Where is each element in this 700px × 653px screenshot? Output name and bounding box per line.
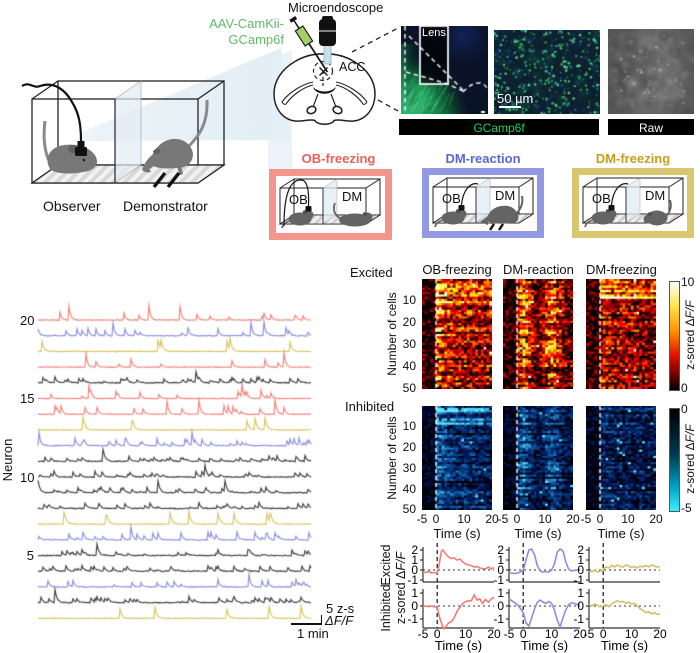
svg-text:0: 0	[577, 599, 584, 613]
svg-text:1: 1	[577, 586, 584, 600]
svg-text:0: 0	[577, 563, 584, 577]
svg-text:Time (s): Time (s)	[521, 638, 568, 653]
svg-text:Time (s): Time (s)	[435, 638, 482, 653]
svg-text:-5: -5	[504, 627, 515, 641]
svg-text:ACC: ACC	[339, 60, 365, 74]
svg-text:DM: DM	[342, 189, 362, 204]
svg-text:1: 1	[577, 553, 584, 567]
svg-text:2: 2	[577, 543, 584, 557]
svg-text:2: 2	[497, 543, 504, 557]
svg-text:Time (s): Time (s)	[601, 638, 648, 653]
svg-text:10: 10	[545, 627, 559, 641]
svg-text:-5: -5	[584, 627, 595, 641]
svg-text:-1: -1	[493, 612, 504, 626]
svg-text:-1: -1	[407, 573, 418, 587]
svg-text:2: 2	[411, 543, 418, 557]
svg-text:-1: -1	[407, 612, 418, 626]
svg-text:-1: -1	[573, 573, 584, 587]
svg-text:20: 20	[573, 627, 587, 641]
svg-text:10: 10	[459, 627, 473, 641]
svg-text:10: 10	[625, 627, 639, 641]
svg-text:0: 0	[497, 599, 504, 613]
svg-text:DM: DM	[495, 188, 515, 203]
svg-text:-1: -1	[573, 612, 584, 626]
svg-text:OB: OB	[442, 191, 461, 206]
svg-text:0: 0	[520, 627, 527, 641]
svg-text:OB: OB	[289, 192, 308, 207]
svg-text:20: 20	[653, 627, 667, 641]
svg-text:1: 1	[411, 553, 418, 567]
svg-text:OB: OB	[592, 191, 611, 206]
svg-text:0: 0	[434, 627, 441, 641]
svg-text:1: 1	[497, 553, 504, 567]
svg-text:0: 0	[411, 599, 418, 613]
svg-text:0: 0	[497, 563, 504, 577]
svg-text:DM: DM	[645, 188, 665, 203]
svg-text:1: 1	[411, 586, 418, 600]
svg-text:20: 20	[487, 627, 501, 641]
svg-text:1: 1	[497, 586, 504, 600]
svg-text:-5: -5	[418, 627, 429, 641]
svg-text:0: 0	[411, 563, 418, 577]
svg-text:0: 0	[600, 627, 607, 641]
svg-text:-1: -1	[493, 573, 504, 587]
